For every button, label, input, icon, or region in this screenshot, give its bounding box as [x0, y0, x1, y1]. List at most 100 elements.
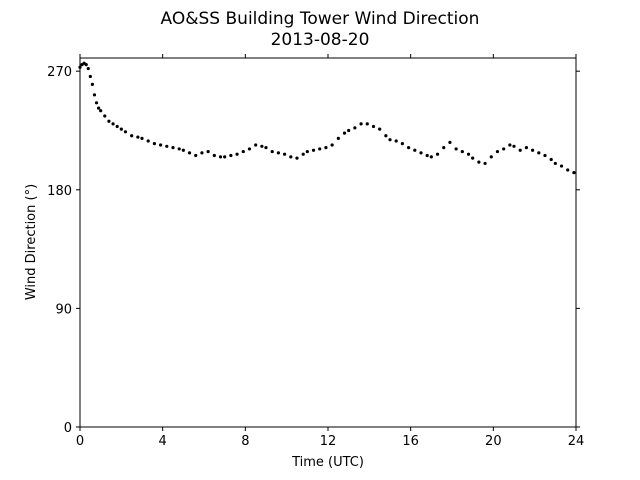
data-point [336, 136, 340, 140]
data-point [495, 149, 500, 154]
data-point [442, 146, 446, 150]
data-point [140, 136, 144, 140]
data-point [247, 147, 252, 151]
data-points [78, 61, 576, 175]
data-point [223, 155, 227, 159]
data-point [146, 139, 150, 143]
x-axis-label: Time (UTC) [291, 455, 364, 470]
data-point [181, 148, 185, 152]
data-point [489, 155, 493, 159]
data-point [194, 153, 198, 158]
data-point [99, 109, 103, 113]
data-point [159, 143, 163, 147]
data-point [318, 147, 322, 151]
x-tick-label: 4 [159, 434, 167, 449]
data-point [311, 148, 316, 152]
data-point [152, 142, 156, 146]
data-point [97, 106, 101, 110]
data-point [549, 157, 553, 162]
data-point [394, 139, 398, 143]
data-point [103, 114, 107, 118]
axis-ticks: 0 4 8 12 16 20 24 0 90 180 270 [47, 54, 584, 449]
data-point [388, 138, 392, 142]
data-point [378, 127, 382, 131]
x-tick-label: 0 [76, 434, 84, 449]
data-point [448, 140, 452, 144]
data-point [130, 134, 134, 138]
chart-subtitle: 2013-08-20 [271, 30, 370, 50]
data-point [111, 122, 115, 126]
data-point [537, 151, 541, 155]
data-point [136, 135, 140, 139]
y-tick-label: 270 [47, 65, 72, 80]
y-tick-label: 180 [47, 184, 72, 199]
data-point [359, 122, 363, 126]
x-tick-label: 16 [402, 434, 419, 449]
data-point [123, 130, 128, 134]
data-point [471, 156, 475, 160]
data-point [429, 155, 433, 159]
data-point [84, 62, 88, 67]
data-point [119, 127, 123, 131]
data-point [384, 134, 388, 138]
data-point [566, 168, 570, 172]
data-point [371, 124, 376, 129]
data-point [572, 171, 576, 175]
data-point [235, 152, 239, 156]
data-point [413, 148, 417, 152]
data-point [92, 93, 97, 97]
data-point [460, 149, 464, 154]
data-point [276, 151, 280, 155]
y-tick-label: 90 [55, 302, 72, 317]
data-point [206, 149, 210, 154]
data-point [531, 148, 535, 152]
data-point [400, 142, 404, 146]
data-point [289, 155, 293, 159]
data-point [466, 152, 471, 156]
data-point [559, 164, 564, 168]
data-point [171, 146, 175, 150]
data-point [425, 153, 429, 158]
data-point [107, 119, 111, 123]
data-point [88, 74, 92, 79]
x-tick-label: 12 [320, 434, 337, 449]
data-point [365, 122, 369, 126]
plot-frame [79, 57, 577, 428]
data-point [254, 143, 258, 147]
x-tick-label: 20 [485, 434, 502, 449]
data-point [260, 144, 264, 148]
data-point [435, 152, 440, 156]
data-point [212, 153, 216, 158]
data-point [512, 144, 516, 148]
data-point [165, 144, 169, 148]
data-point [347, 128, 351, 133]
data-point [177, 147, 181, 151]
data-point [483, 161, 487, 166]
data-point [454, 147, 458, 151]
data-point [241, 149, 245, 154]
y-axis-label: Wind Direction (°) [24, 184, 39, 300]
data-point [502, 147, 506, 151]
data-point [477, 160, 481, 164]
data-point [94, 101, 99, 105]
data-point [301, 152, 305, 156]
data-point [524, 146, 529, 150]
data-point [342, 131, 347, 135]
data-point [543, 153, 547, 158]
data-point [553, 161, 557, 166]
data-point [305, 149, 309, 154]
data-point [115, 124, 119, 129]
x-tick-label: 24 [568, 434, 585, 449]
data-point [86, 66, 90, 71]
data-point [229, 153, 233, 158]
data-point [218, 155, 223, 159]
data-point [283, 152, 287, 156]
data-point [90, 82, 94, 86]
data-point [518, 148, 522, 152]
data-point [419, 151, 423, 155]
data-point [295, 156, 299, 160]
x-tick-label: 8 [241, 434, 249, 449]
data-point [200, 151, 204, 155]
chart-title: AO&SS Building Tower Wind Direction [161, 9, 480, 29]
